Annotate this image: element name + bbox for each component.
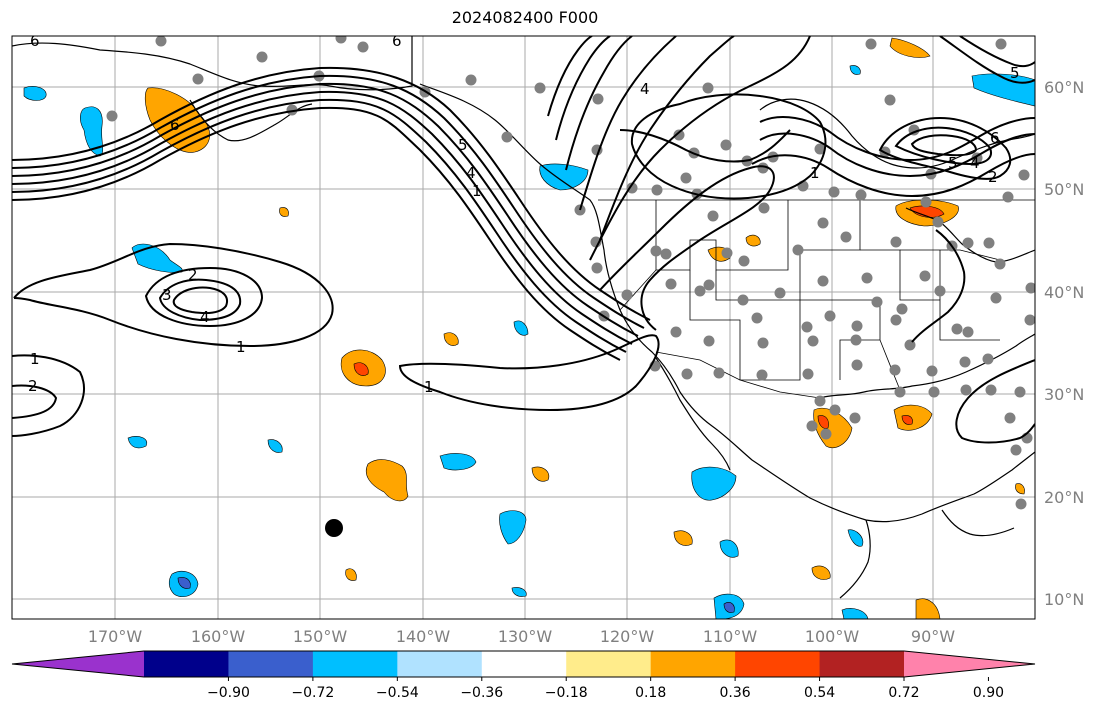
lon-label: 160°W <box>191 627 246 646</box>
contour-label: 6 <box>170 116 180 134</box>
colorbar-cell <box>566 651 652 677</box>
contour-label: 2 <box>188 266 198 284</box>
lat-label: 40°N <box>1044 283 1084 302</box>
contour-label: 5 <box>948 154 958 172</box>
lat-label: 10°N <box>1044 590 1084 609</box>
contour-label: 5 <box>1010 64 1020 82</box>
lon-label: 150°W <box>293 627 348 646</box>
colorbar-cell <box>481 651 567 677</box>
colorbar-cell <box>819 651 905 677</box>
contour-label: 2 <box>28 377 38 395</box>
contour-label: 4 <box>200 308 210 326</box>
colorbar-cell <box>144 651 229 677</box>
contour-label-group: 6 6 6 5 4 1 4 2 3 4 1 1 2 1 1 5 4 2 6 5 <box>28 32 1020 396</box>
colorbar-outline <box>11 650 1036 678</box>
lat-label: 50°N <box>1044 180 1084 199</box>
lon-label: 110°W <box>703 627 758 646</box>
colorbar-cell <box>397 651 483 677</box>
colorbar-cells <box>12 651 1035 677</box>
map-border <box>11 35 1036 620</box>
colorbar-tick-label: −0.72 <box>291 685 334 701</box>
colorbar-tick-label: 0.90 <box>973 685 1004 701</box>
graticule <box>12 36 1035 619</box>
lat-label: 20°N <box>1044 488 1084 507</box>
colorbar-tick-label: −0.18 <box>545 685 588 701</box>
contour-label: 6 <box>30 32 40 50</box>
colorbar-tick-label: 0.18 <box>635 685 666 701</box>
contour-label: 2 <box>988 168 998 186</box>
contour-label: 4 <box>466 164 476 182</box>
lon-label: 170°W <box>88 627 143 646</box>
colorbar-tick-label: −0.90 <box>207 685 250 701</box>
map-title: 2024082400 F000 <box>451 8 599 27</box>
lon-label: 100°W <box>805 627 860 646</box>
colorbar-tick-label: 0.36 <box>720 685 751 701</box>
lon-label: 130°W <box>498 627 553 646</box>
station-markers <box>106 36 1035 510</box>
colorbar-tick-label: 0.72 <box>888 685 919 701</box>
colorbar-cell <box>228 651 314 677</box>
contour-label: 1 <box>236 338 246 356</box>
colorbar-ticks: −0.90 −0.72 −0.54 −0.36 −0.18 0.18 0.36 0.54 0.7… <box>207 677 1004 701</box>
contour-label: 4 <box>970 154 980 172</box>
contour-label: 1 <box>424 378 434 396</box>
colorbar-extend-low <box>12 651 144 677</box>
contour-label: 1 <box>30 350 40 368</box>
contour-label: 1 <box>810 164 820 182</box>
colorbar-extend-high <box>904 651 1035 677</box>
anomaly-shading <box>23 37 1035 619</box>
lon-label: 90°W <box>911 627 955 646</box>
colorbar-tick-label: −0.36 <box>460 685 503 701</box>
colorbar-tick-label: 0.54 <box>804 685 835 701</box>
colorbar-cell <box>735 651 821 677</box>
colorbar-cell <box>312 651 398 677</box>
lat-label: 60°N <box>1044 78 1084 97</box>
contour-label: 5 <box>458 136 468 154</box>
longitude-labels: 170°W 160°W 150°W 140°W 130°W 120°W 110°… <box>88 627 955 646</box>
contour-label: 3 <box>162 286 172 304</box>
colorbar-tick-label: −0.54 <box>376 685 419 701</box>
colorbar-cell <box>650 651 736 677</box>
contour-label: 1 <box>472 182 482 200</box>
lon-label: 140°W <box>396 627 451 646</box>
political-borders <box>411 36 1035 399</box>
lon-label: 120°W <box>600 627 655 646</box>
highlight-point-marker <box>325 519 343 537</box>
lat-label: 30°N <box>1044 385 1084 404</box>
latitude-labels: 60°N 50°N 40°N 30°N 20°N 10°N <box>1044 78 1084 609</box>
colorbar: −0.90 −0.72 −0.54 −0.36 −0.18 0.18 0.36 0.54 0.7… <box>11 650 1036 701</box>
contour-label: 4 <box>640 80 650 98</box>
contour-label: 6 <box>392 32 402 50</box>
contour-label: 6 <box>990 129 1000 147</box>
contour-lines <box>12 36 1035 444</box>
